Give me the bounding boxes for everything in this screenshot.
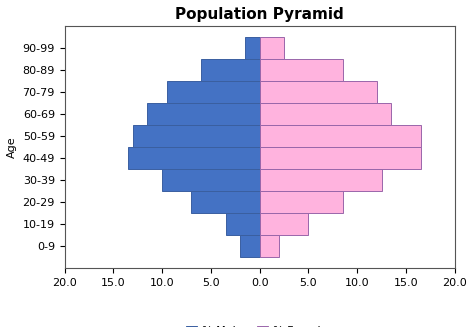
Bar (167, 81, 260, 103)
Bar (260, 191, 343, 213)
Bar (128, 147, 260, 169)
Bar (147, 103, 260, 125)
Bar (162, 169, 260, 191)
Bar (260, 235, 279, 257)
Y-axis label: Age: Age (7, 136, 17, 158)
Bar (201, 59, 260, 81)
Bar (260, 37, 284, 59)
Bar (260, 103, 392, 125)
Bar (240, 235, 260, 257)
Legend: % Males, % Females: % Males, % Females (182, 321, 337, 327)
Bar (260, 213, 309, 235)
Title: Population Pyramid: Population Pyramid (175, 7, 344, 22)
Bar (226, 213, 260, 235)
Bar (260, 81, 377, 103)
Bar (260, 169, 382, 191)
Bar (260, 59, 343, 81)
Bar (260, 125, 420, 147)
Bar (133, 125, 260, 147)
Bar (245, 37, 260, 59)
Bar (260, 147, 420, 169)
Bar (191, 191, 260, 213)
